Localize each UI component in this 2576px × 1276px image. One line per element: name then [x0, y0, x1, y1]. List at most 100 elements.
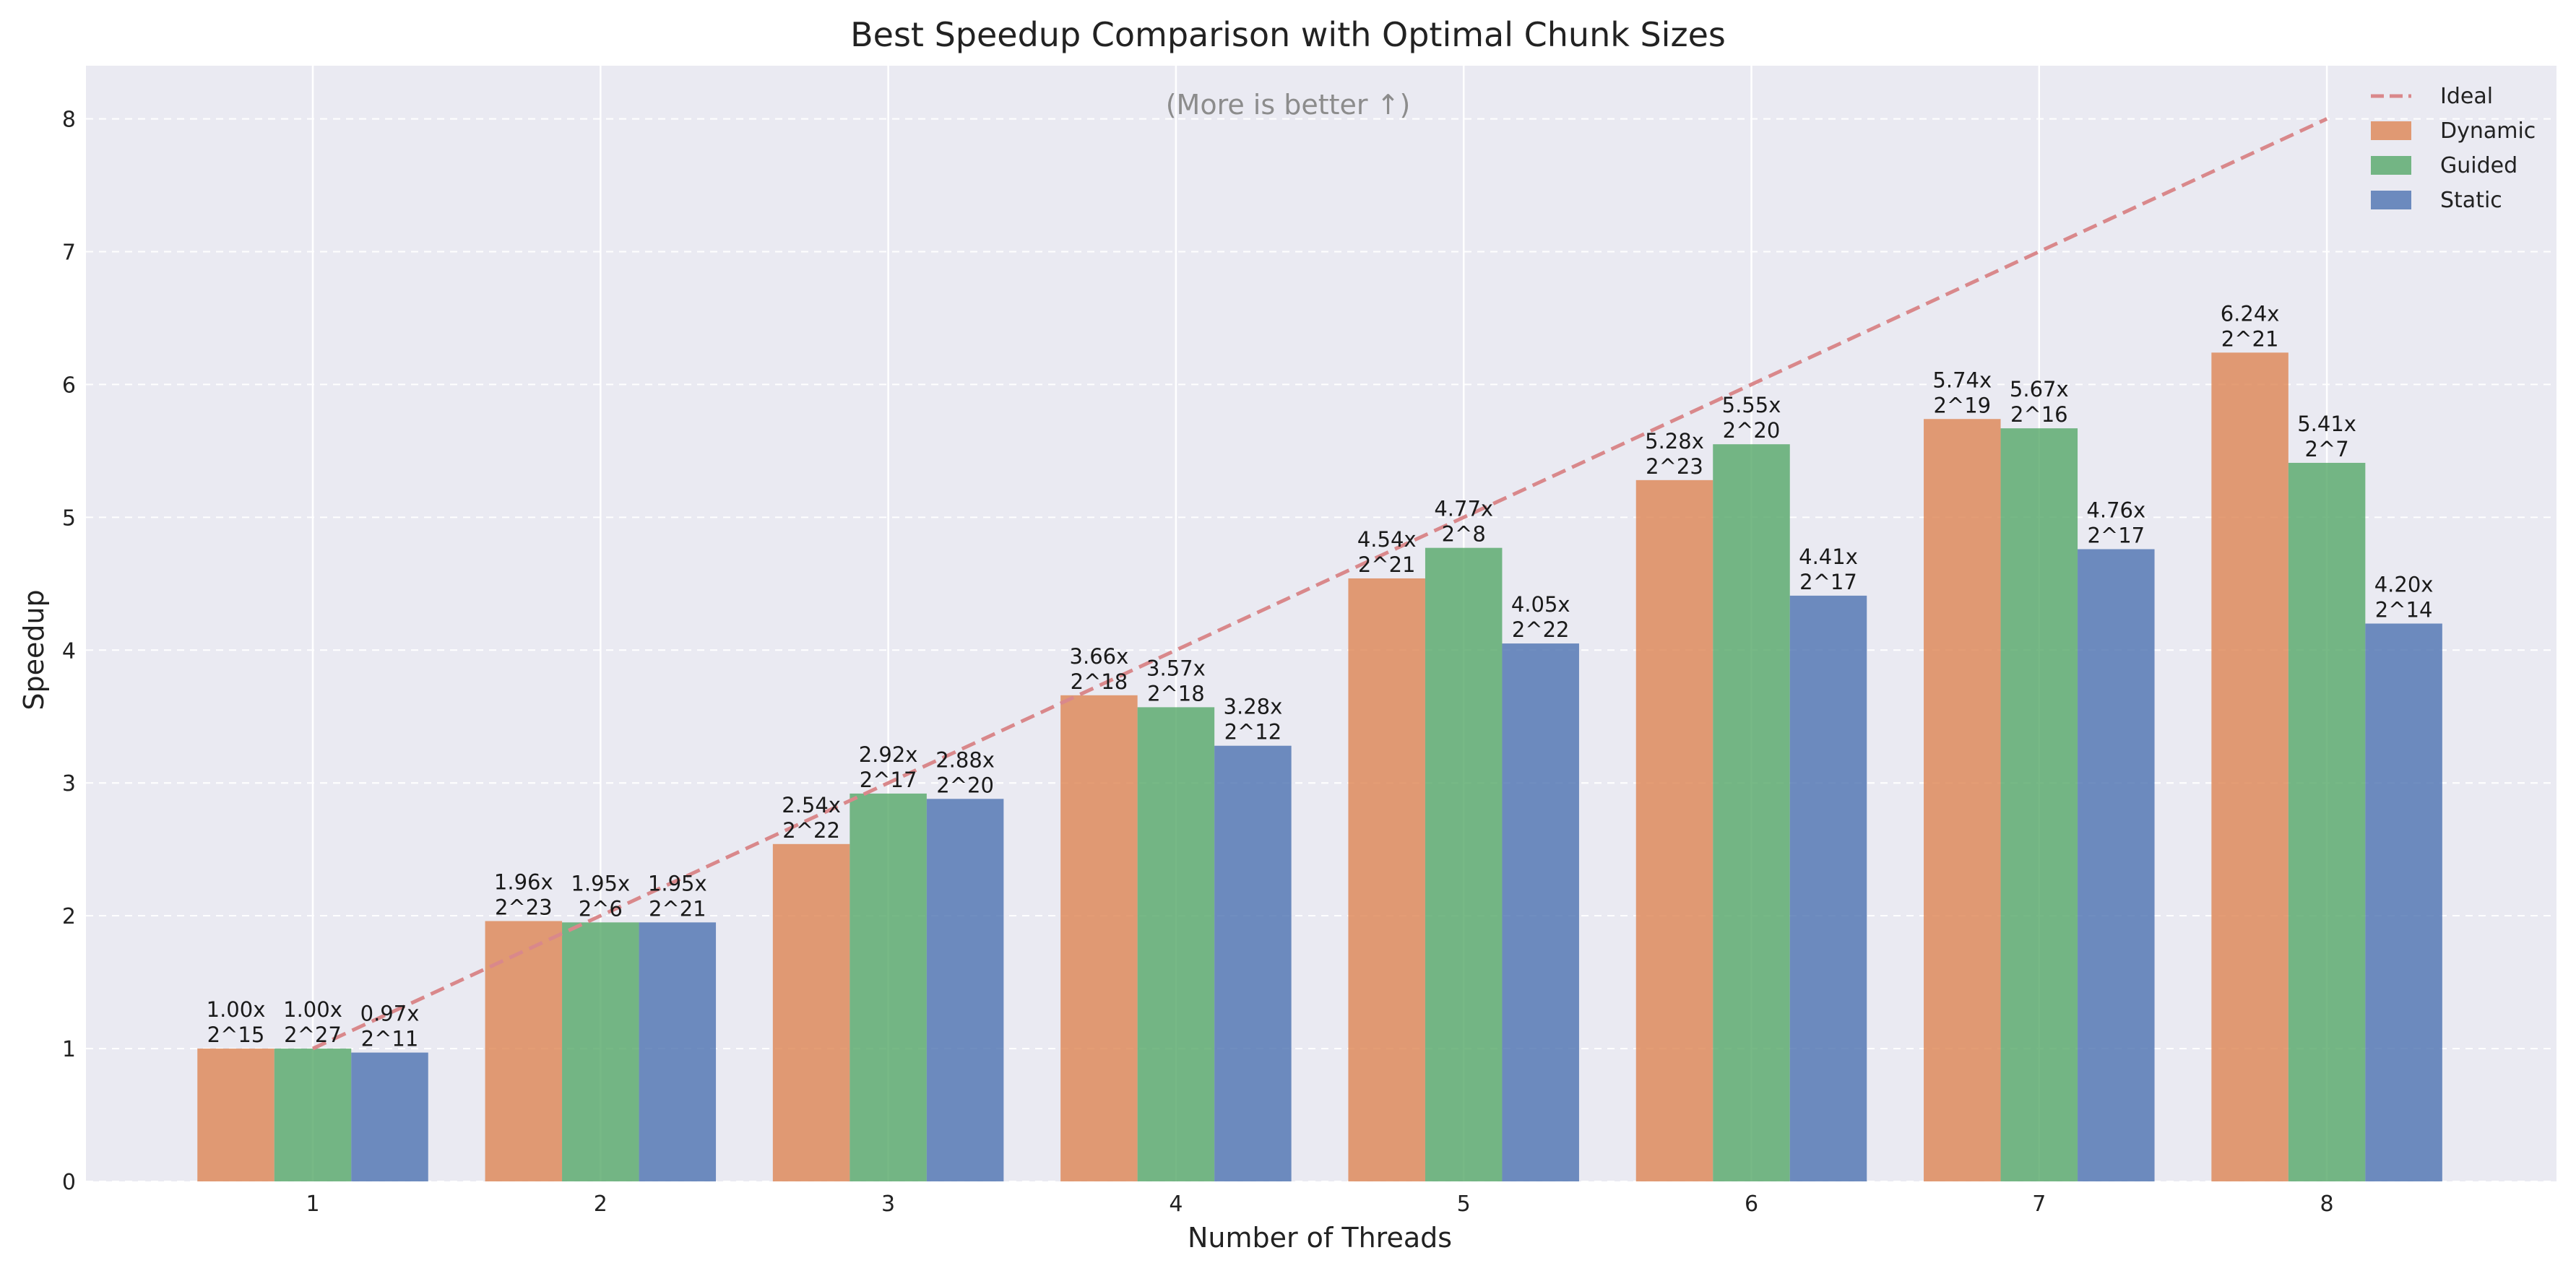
bar-value-label: 2.92x: [859, 742, 918, 767]
bar-value-label: 1.95x: [648, 871, 707, 895]
x-tick-label: 2: [594, 1192, 608, 1217]
bar-chunk-label: 2^16: [2010, 402, 2068, 427]
bar-static: [2078, 549, 2155, 1181]
bar-static: [926, 799, 1004, 1181]
ideal-line: [311, 117, 2328, 1051]
x-tick-labels: 1 2 3 4 5 6 7 8: [306, 1192, 2333, 1217]
bar-chunk-label: 2^20: [1723, 418, 1781, 443]
bar-value-label: 4.76x: [2086, 498, 2145, 523]
x-tick-label: 1: [306, 1192, 319, 1217]
bar-value-label: 2.88x: [935, 747, 995, 772]
bar-guided: [1425, 547, 1503, 1181]
bar-guided: [2288, 462, 2366, 1181]
x-tick-label: 5: [1457, 1192, 1471, 1217]
bar-value-label: 5.74x: [1932, 368, 1992, 392]
y-tick-label: 6: [62, 373, 76, 398]
bar-chunk-label: 2^18: [1071, 669, 1128, 694]
bar-guided: [562, 922, 639, 1181]
bar-chunk-label: 2^19: [1933, 393, 1991, 417]
bar-guided: [1137, 707, 1215, 1181]
legend-label-static: Static: [2440, 188, 2502, 213]
bar-guided: [274, 1049, 352, 1181]
y-tick-label: 5: [62, 505, 76, 531]
bar-chunk-label: 2^27: [284, 1023, 342, 1047]
x-tick-label: 3: [881, 1192, 895, 1217]
bar-chunk-label: 2^22: [782, 818, 840, 843]
x-tick-label: 8: [2320, 1192, 2334, 1217]
bar-chunk-label: 2^6: [579, 896, 623, 921]
y-tick-label: 3: [62, 771, 76, 797]
bar-dynamic: [772, 843, 850, 1181]
bar-chunk-label: 2^20: [936, 773, 994, 797]
bar-chunk-label: 2^8: [1442, 522, 1486, 547]
legend-label-dynamic: Dynamic: [2440, 118, 2536, 144]
bar-chunk-label: 2^21: [2221, 326, 2279, 351]
bar-dynamic: [1348, 578, 1425, 1181]
bar-value-label: 6.24x: [2221, 301, 2280, 326]
bar-static: [1502, 643, 1579, 1181]
y-tick-label: 7: [62, 240, 76, 266]
bar-value-label: 1.00x: [283, 997, 342, 1022]
bar-guided: [2000, 428, 2078, 1181]
bar-static: [2365, 623, 2442, 1181]
x-tick-label: 7: [2032, 1192, 2046, 1217]
bar-dynamic: [197, 1049, 275, 1181]
bar-chunk-label: 2^22: [1512, 617, 1570, 642]
y-tick-label: 4: [62, 638, 76, 664]
x-axis-label: Number of Threads: [1188, 1222, 1452, 1254]
bar-value-label: 4.77x: [1434, 497, 1493, 521]
y-axis-label: Speedup: [18, 589, 50, 710]
legend-swatch-static: [2371, 191, 2411, 209]
bar-dynamic: [1635, 479, 1713, 1181]
bar-value-label: 5.28x: [1645, 429, 1704, 453]
bar-dynamic: [2211, 352, 2288, 1182]
legend-label-ideal: Ideal: [2440, 84, 2493, 109]
bar-dynamic: [485, 921, 563, 1181]
bar-value-label: 4.20x: [2374, 573, 2434, 597]
bar-value-label: 5.67x: [2010, 377, 2069, 402]
y-tick-label: 8: [62, 108, 76, 133]
bar-chunk-label: 2^21: [649, 896, 706, 921]
bar-dynamic: [1060, 695, 1138, 1181]
bar-static: [351, 1052, 428, 1181]
bar-chunk-label: 2^12: [1224, 720, 1282, 745]
bar-dynamic: [1924, 419, 2001, 1181]
bar-chunk-label: 2^7: [2304, 437, 2348, 461]
bar-value-label: 5.41x: [2297, 412, 2356, 436]
bar-labels: 1.00x2^151.96x2^232.54x2^223.66x2^184.54…: [207, 301, 2434, 1051]
y-tick-labels: 0 1 2 3 4 5 6 7 8: [62, 108, 76, 1195]
y-tick-label: 0: [62, 1170, 76, 1195]
bar-chunk-label: 2^17: [860, 768, 917, 792]
legend-swatch-guided: [2371, 156, 2411, 175]
bar-value-label: 1.95x: [571, 871, 630, 895]
x-tick-label: 4: [1169, 1192, 1183, 1217]
bar-guided: [1713, 444, 1790, 1181]
bar-static: [1214, 745, 1292, 1181]
bar-chunk-label: 2^23: [495, 895, 553, 920]
legend-swatch-dynamic: [2371, 121, 2411, 140]
bars: [197, 352, 2442, 1182]
ideal-line-group: [311, 117, 2328, 1051]
chart-annotation: (More is better ↑): [1166, 89, 1411, 121]
bar-chunk-label: 2^21: [1358, 552, 1416, 577]
bar-chunk-label: 2^23: [1646, 454, 1703, 479]
x-tick-label: 6: [1745, 1192, 1758, 1217]
y-tick-label: 1: [62, 1037, 76, 1062]
bar-value-label: 5.55x: [1722, 393, 1781, 417]
bar-value-label: 3.57x: [1146, 656, 1206, 680]
bar-chunk-label: 2^17: [2087, 524, 2145, 548]
bar-chunk-label: 2^11: [361, 1027, 419, 1051]
bar-value-label: 1.00x: [207, 997, 266, 1022]
bar-value-label: 3.66x: [1070, 644, 1129, 669]
legend-label-guided: Guided: [2440, 153, 2517, 178]
bar-static: [639, 922, 717, 1181]
bar-chunk-label: 2^15: [207, 1023, 265, 1047]
bar-value-label: 4.41x: [1799, 544, 1858, 569]
bar-static: [1789, 595, 1867, 1181]
bar-value-label: 1.96x: [494, 870, 553, 895]
bar-chunk-label: 2^18: [1147, 681, 1205, 706]
bar-chunk-label: 2^14: [2375, 598, 2433, 622]
bar-chunk-label: 2^17: [1799, 570, 1857, 594]
bar-guided: [850, 793, 927, 1181]
